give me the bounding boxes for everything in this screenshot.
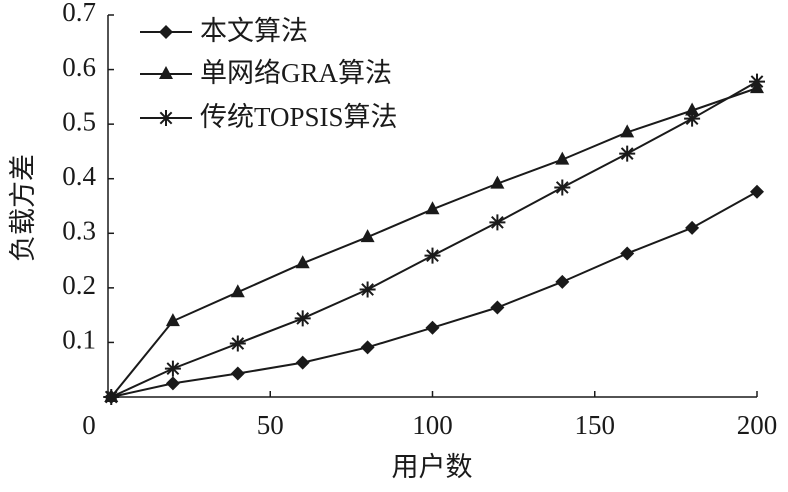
marker-diamond: [360, 340, 375, 355]
marker-star: [749, 73, 765, 90]
x-tick-label: 200: [737, 410, 778, 440]
marker-diamond: [490, 300, 505, 315]
marker-triangle: [685, 102, 700, 116]
marker-diamond: [230, 366, 245, 381]
marker-star: [684, 110, 701, 127]
marker-star: [554, 179, 571, 196]
marker-triangle: [555, 151, 570, 165]
marker-triangle: [230, 284, 245, 298]
y-tick-label: 0.3: [62, 215, 96, 245]
y-tick-label: 0.2: [62, 270, 96, 300]
y-tick-label: 0.1: [62, 325, 96, 355]
x-tick-label: 150: [575, 410, 616, 440]
marker-star: [294, 310, 311, 327]
marker-triangle: [425, 201, 440, 215]
marker-star: [619, 145, 636, 162]
y-tick-label: 0.5: [62, 106, 96, 136]
y-tick-label: 0.4: [62, 161, 96, 191]
marker-diamond: [159, 25, 173, 39]
marker-diamond: [295, 355, 310, 370]
legend-label: 传统TOPSIS算法: [200, 102, 398, 132]
marker-star: [489, 214, 506, 231]
x-axis-label: 用户数: [392, 452, 473, 482]
series-line: [110, 87, 758, 398]
marker-diamond: [165, 376, 180, 391]
marker-star: [229, 335, 246, 352]
x-tick-label: 100: [412, 410, 453, 440]
x-tick-label: 50: [257, 410, 284, 440]
marker-diamond: [685, 220, 700, 235]
marker-star: [158, 110, 174, 126]
marker-star: [424, 247, 441, 264]
marker-diamond: [620, 246, 635, 261]
y-tick-label: 0.7: [62, 0, 96, 27]
marker-star: [164, 360, 181, 377]
marker-triangle: [295, 255, 310, 269]
legend-label: 本文算法: [200, 16, 308, 46]
marker-triangle: [165, 313, 180, 327]
marker-diamond: [750, 184, 764, 199]
marker-star: [103, 389, 120, 405]
marker-triangle: [360, 229, 375, 243]
legend-label: 单网络GRA算法: [200, 58, 392, 88]
marker-triangle: [490, 175, 505, 189]
y-tick-label: 0.6: [62, 52, 96, 82]
marker-star: [359, 281, 376, 298]
marker-triangle: [620, 124, 635, 138]
x-tick-label: 0: [82, 410, 96, 440]
marker-diamond: [425, 320, 440, 335]
marker-triangle: [159, 66, 173, 79]
series-line: [111, 190, 758, 398]
marker-diamond: [555, 274, 570, 289]
y-axis-label: 负载方差: [8, 154, 38, 262]
